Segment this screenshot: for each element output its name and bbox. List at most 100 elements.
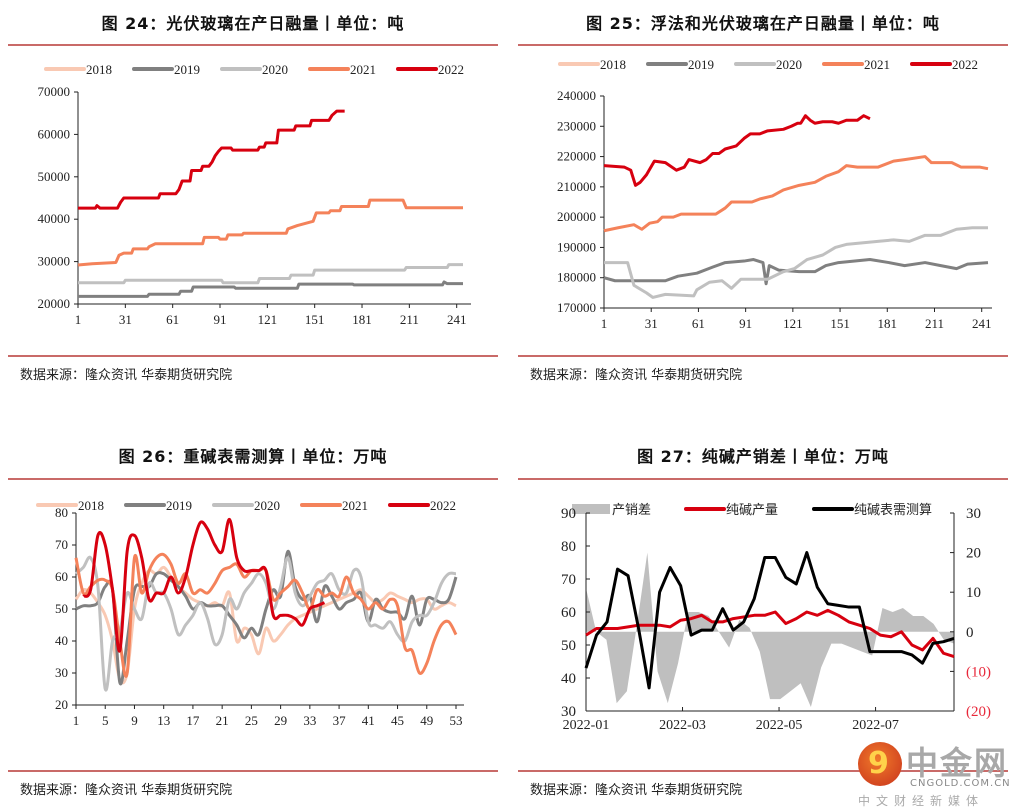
legend-label-2021: 2021: [350, 62, 376, 77]
y-tick-label: 20: [55, 697, 68, 712]
chart-25: 2018 2019 2020 2021 2022 170000 180000 190000 20…: [557, 57, 992, 331]
data-source: 数据来源：隆众资讯 华泰期货研究院: [20, 368, 233, 383]
legend-label-2018: 2018: [600, 57, 626, 72]
y-tick-label: 200000: [557, 209, 596, 224]
y-tick-label: 70000: [38, 84, 71, 99]
series-line-纯碱表需测算: [584, 551, 955, 690]
cngold-logo-icon: 9: [858, 742, 902, 786]
watermark: 9 中金网 CNGOLD.COM.CN 中文财经新媒体: [858, 738, 1011, 808]
legend-label-2022: 2022: [430, 498, 456, 513]
x-tick-label: 1: [75, 312, 82, 327]
chart-title: 图 27：纯碱产销差丨单位：万吨: [637, 447, 889, 466]
legend-label-2020: 2020: [254, 498, 280, 513]
y2-tick-label: (10): [966, 664, 991, 680]
x-tick-label: 2022-05: [756, 718, 803, 733]
chart-24: 2018 2019 2020 2021 2022 20000 30000 40000 50000…: [38, 62, 471, 327]
x-tick-label: 1: [73, 713, 80, 728]
y-tick-label: 210000: [557, 179, 596, 194]
y-tick-label: 20000: [38, 296, 71, 311]
x-tick-label: 49: [420, 713, 433, 728]
legend-label-2022: 2022: [438, 62, 464, 77]
y-tick-label: 60: [55, 569, 68, 584]
x-tick-label: 61: [692, 316, 705, 331]
series-line-2022: [603, 114, 871, 187]
x-tick-label: 25: [245, 713, 258, 728]
x-tick-label: 2022-07: [852, 718, 899, 733]
watermark-url: CNGOLD.COM.CN: [910, 778, 1011, 789]
x-tick-label: 31: [645, 316, 658, 331]
chart-title: 图 25：浮法和光伏玻璃在产日融量丨单位：吨: [586, 14, 940, 33]
x-tick-label: 33: [303, 713, 316, 728]
y-tick-label: 180000: [557, 270, 596, 285]
y-tick-label: 70: [561, 572, 576, 588]
y2-tick-label: 20: [966, 546, 981, 562]
x-tick-label: 21: [216, 713, 229, 728]
legend-label-2018: 2018: [78, 498, 104, 513]
source-divider: [8, 770, 498, 772]
legend-label-2022: 2022: [952, 57, 978, 72]
y2-tick-label: (20): [966, 704, 991, 720]
x-tick-label: 211: [400, 312, 419, 327]
y-tick-label: 30000: [38, 254, 71, 269]
x-tick-label: 211: [925, 316, 944, 331]
y-tick-label: 50000: [38, 169, 71, 184]
series-area-产销差: [586, 552, 954, 708]
series-line-2019: [603, 258, 989, 286]
y-tick-label: 40000: [38, 211, 71, 226]
legend-label-2018: 2018: [86, 62, 112, 77]
y-tick-label: 230000: [557, 118, 596, 133]
y-tick-label: 90: [561, 506, 576, 522]
y-tick-label: 30: [55, 665, 68, 680]
legend-label-2019: 2019: [688, 57, 714, 72]
series-line-2022: [82, 517, 326, 653]
legend-label-2019: 2019: [174, 62, 200, 77]
x-tick-label: 41: [362, 713, 375, 728]
x-tick-label: 91: [214, 312, 227, 327]
x-tick-label: 2022-03: [659, 718, 706, 733]
data-source: 数据来源：隆众资讯 华泰期货研究院: [530, 368, 743, 383]
watermark-name: 中金网: [906, 744, 1009, 782]
series-line-2019: [78, 280, 463, 298]
legend-label-产销差: 产销差: [612, 503, 651, 518]
legend-label-2021: 2021: [342, 498, 368, 513]
series-line-2018: [74, 565, 457, 685]
x-tick-label: 31: [119, 312, 132, 327]
legend-label-2020: 2020: [776, 57, 802, 72]
x-tick-label: 241: [447, 312, 467, 327]
y-tick-label: 190000: [557, 239, 596, 254]
x-tick-label: 91: [739, 316, 752, 331]
y-tick-label: 220000: [557, 149, 596, 164]
series-line-2020: [75, 555, 457, 692]
x-tick-label: 1: [601, 316, 608, 331]
series-line-纯碱产量: [585, 608, 955, 658]
x-tick-label: 17: [186, 713, 200, 728]
legend-label-纯碱表需测算: 纯碱表需测算: [854, 503, 932, 518]
x-tick-label: 121: [783, 316, 803, 331]
series-line-2021: [603, 155, 989, 233]
watermark-tagline: 中文财经新媒体: [858, 794, 985, 808]
y2-tick-label: 30: [966, 506, 981, 522]
source-divider: [8, 355, 498, 357]
x-tick-label: 45: [391, 713, 404, 728]
y-tick-label: 80: [561, 539, 576, 555]
title-divider: [518, 478, 1008, 480]
y-tick-label: 70: [55, 537, 68, 552]
x-tick-label: 2022-01: [563, 718, 610, 733]
series-line-2022: [78, 109, 345, 210]
x-tick-label: 13: [157, 713, 170, 728]
x-tick-label: 61: [166, 312, 179, 327]
legend-swatch-产销差: [572, 504, 610, 514]
chart-27: 产销差 纯碱产量 纯碱表需测算 30 40 50 60 70 80 90 (20) (10) 0 10 20…: [561, 503, 991, 733]
y-tick-label: 240000: [557, 88, 596, 103]
y-tick-label: 50: [561, 638, 576, 654]
y-tick-label: 40: [561, 671, 576, 687]
chart-title: 图 24：光伏玻璃在产日融量丨单位：吨: [101, 14, 405, 33]
y-tick-label: 50: [55, 601, 68, 616]
y-tick-label: 60000: [38, 126, 71, 141]
x-tick-label: 241: [972, 316, 992, 331]
chart-26: 2018 2019 2020 2021 2022 20 30 40 50 60 70 80 1 5 9 13 1…: [36, 498, 464, 728]
x-tick-label: 37: [333, 713, 347, 728]
series-line-2020: [604, 226, 988, 299]
x-tick-label: 181: [352, 312, 372, 327]
x-tick-label: 151: [830, 316, 850, 331]
